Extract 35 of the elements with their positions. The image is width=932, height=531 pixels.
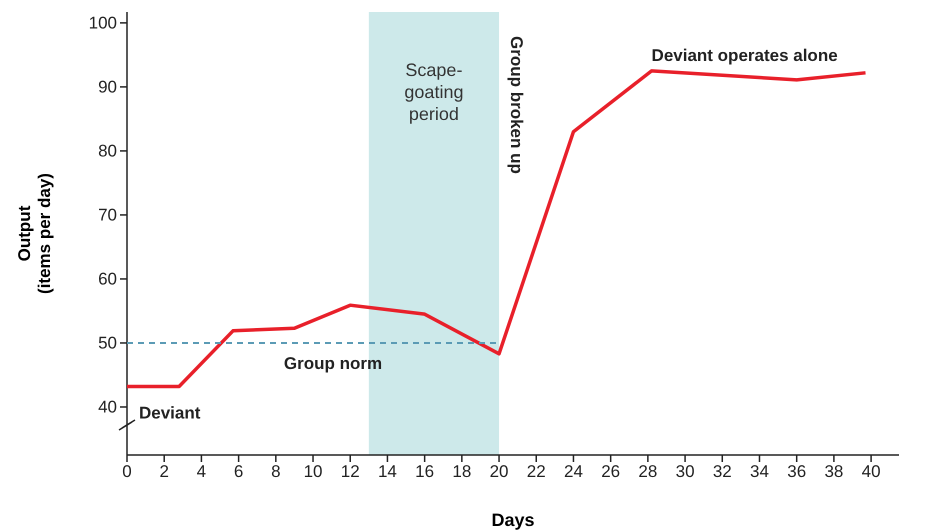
annotation: Deviant — [139, 404, 201, 422]
x-tick-label: 0 — [122, 462, 132, 482]
x-tick-label: 14 — [378, 462, 397, 482]
x-tick-label: 16 — [415, 462, 434, 482]
x-axis-title: Days — [491, 510, 535, 530]
x-tick-label: 8 — [271, 462, 281, 482]
x-tick-label: 22 — [526, 462, 546, 482]
annotation: Deviant operates alone — [652, 46, 838, 65]
y-tick-label: 70 — [98, 205, 117, 224]
x-tick-label: 28 — [638, 462, 658, 482]
y-tick-label: 100 — [88, 13, 117, 32]
x-tick-label: 30 — [676, 462, 695, 482]
y-tick-label: 80 — [98, 141, 117, 160]
x-tick-label: 24 — [564, 462, 583, 482]
x-tick-label: 18 — [452, 462, 472, 482]
x-tick-label: 36 — [787, 462, 806, 482]
y-tick-label: 50 — [98, 333, 117, 352]
x-tick-label: 6 — [234, 462, 244, 482]
x-tick-label: 40 — [862, 462, 881, 482]
x-tick-label: 38 — [824, 462, 844, 482]
x-tick-label: 2 — [159, 462, 169, 482]
x-tick-label: 34 — [750, 462, 769, 482]
y-tick-label: 40 — [98, 397, 117, 416]
y-axis-title: Output (items per day) — [15, 173, 54, 294]
annotation: Group broken up — [507, 36, 526, 174]
x-tick-label: 26 — [601, 462, 620, 482]
series-label: Group norm — [284, 354, 382, 373]
y-tick-label: 60 — [98, 269, 117, 288]
x-tick-label: 32 — [712, 462, 732, 482]
x-tick-label: 10 — [304, 462, 322, 482]
y-tick-label: 90 — [98, 77, 117, 96]
band-label: Scape- goating period — [404, 60, 464, 124]
x-tick-label: 4 — [196, 462, 206, 482]
x-tick-label: 12 — [340, 462, 360, 482]
x-tick-label: 20 — [490, 462, 509, 482]
